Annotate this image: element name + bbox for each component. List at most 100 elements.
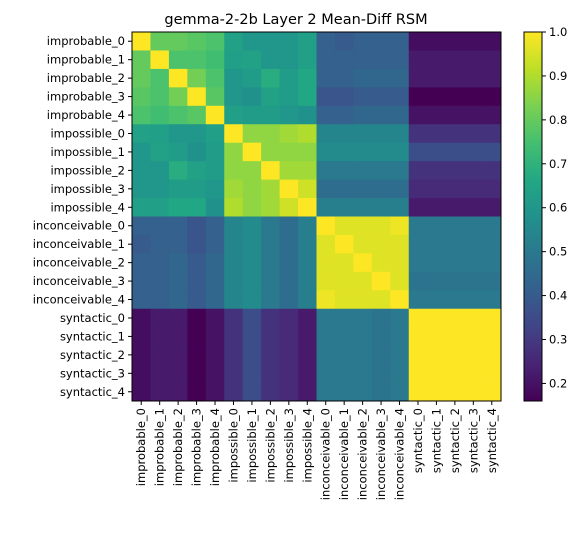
y-tick-label: inconceivable_2 (33, 256, 125, 270)
colorbar (524, 32, 542, 401)
heatmap-cell (353, 143, 372, 162)
heatmap-cell (224, 50, 243, 69)
heatmap-cell (335, 217, 354, 236)
heatmap-cell (446, 290, 465, 309)
heatmap-cell (206, 198, 225, 217)
heatmap-cell (390, 253, 409, 272)
chart-title: gemma-2-2b Layer 2 Mean-Diff RSM (164, 12, 427, 28)
heatmap-cell (169, 161, 188, 180)
heatmap-cell (206, 235, 225, 254)
heatmap-cell (409, 217, 428, 236)
heatmap-cell (298, 87, 317, 106)
heatmap-cell (280, 32, 299, 51)
heatmap-cell (317, 124, 336, 143)
heatmap-cell (243, 143, 262, 162)
heatmap-cell (446, 198, 465, 217)
heatmap-cell (187, 235, 206, 254)
x-tick-label: inconceivable_0 (319, 408, 333, 500)
heatmap-cell (390, 124, 409, 143)
heatmap-cell (353, 161, 372, 180)
heatmap-cell (261, 364, 280, 383)
heatmap-cell (243, 235, 262, 254)
heatmap-cell (150, 383, 169, 402)
heatmap-cell (169, 327, 188, 346)
heatmap-cell (335, 198, 354, 217)
x-tick-label: improbable_3 (190, 408, 204, 486)
heatmap-cell (150, 253, 169, 272)
heatmap-cell (483, 346, 502, 365)
heatmap-cell (464, 290, 483, 309)
heatmap-cell (132, 309, 151, 328)
heatmap-cell (132, 69, 151, 88)
heatmap-cell (483, 32, 502, 51)
heatmap-cell (464, 253, 483, 272)
heatmap-cell (298, 69, 317, 88)
heatmap-cell (261, 272, 280, 291)
heatmap-cell (132, 198, 151, 217)
heatmap-cell (335, 106, 354, 125)
y-tick-label: improbable_0 (47, 34, 125, 48)
heatmap-cell (169, 309, 188, 328)
heatmap-cell (483, 309, 502, 328)
heatmap-cell (150, 143, 169, 162)
heatmap-cell (298, 180, 317, 199)
heatmap-cell (280, 124, 299, 143)
heatmap-cell (224, 124, 243, 143)
heatmap-cell (464, 106, 483, 125)
y-tick-label: syntactic_2 (60, 348, 125, 362)
heatmap-cell (427, 198, 446, 217)
heatmap-cell (464, 217, 483, 236)
heatmap-cells (132, 32, 501, 401)
heatmap-cell (224, 87, 243, 106)
heatmap-cell (150, 346, 169, 365)
x-tick-label: syntactic_3 (466, 408, 480, 473)
heatmap-cell (464, 69, 483, 88)
heatmap-cell (169, 364, 188, 383)
heatmap-cell (298, 346, 317, 365)
heatmap-cell (427, 124, 446, 143)
heatmap-cell (464, 50, 483, 69)
heatmap-cell (427, 272, 446, 291)
heatmap-cell (206, 346, 225, 365)
heatmap-cell (446, 50, 465, 69)
heatmap-cell (261, 161, 280, 180)
heatmap-cell (335, 124, 354, 143)
heatmap-cell (206, 217, 225, 236)
heatmap-cell (483, 143, 502, 162)
heatmap-cell (427, 143, 446, 162)
x-tick-label: syntactic_0 (411, 408, 425, 473)
heatmap-cell (353, 290, 372, 309)
heatmap-cell (483, 161, 502, 180)
heatmap-cell (187, 327, 206, 346)
heatmap-cell (317, 198, 336, 217)
heatmap-cell (317, 143, 336, 162)
heatmap-cell (298, 272, 317, 291)
heatmap-cell (169, 198, 188, 217)
y-tick-label: impossible_2 (50, 163, 125, 177)
heatmap-cell (187, 124, 206, 143)
heatmap-cell (353, 217, 372, 236)
heatmap-cell (187, 50, 206, 69)
y-tick-label: inconceivable_1 (33, 237, 125, 251)
heatmap-cell (317, 290, 336, 309)
heatmap-cell (335, 290, 354, 309)
heatmap-cell (483, 50, 502, 69)
heatmap-cell (427, 383, 446, 402)
colorbar-tick-label: 0.4 (549, 289, 567, 303)
heatmap-cell (372, 124, 391, 143)
heatmap-cell (150, 69, 169, 88)
heatmap-cell (169, 217, 188, 236)
heatmap-cell (243, 161, 262, 180)
heatmap-cell (353, 272, 372, 291)
heatmap-cell (335, 309, 354, 328)
heatmap-cell (446, 327, 465, 346)
heatmap-cell (335, 272, 354, 291)
heatmap-cell (261, 180, 280, 199)
heatmap-cell (187, 32, 206, 51)
heatmap-cell (409, 143, 428, 162)
heatmap-cell (317, 383, 336, 402)
x-tick-label: improbable_0 (134, 408, 148, 486)
x-tick-label: inconceivable_1 (337, 408, 351, 500)
heatmap-cell (298, 290, 317, 309)
heatmap-cell (409, 198, 428, 217)
